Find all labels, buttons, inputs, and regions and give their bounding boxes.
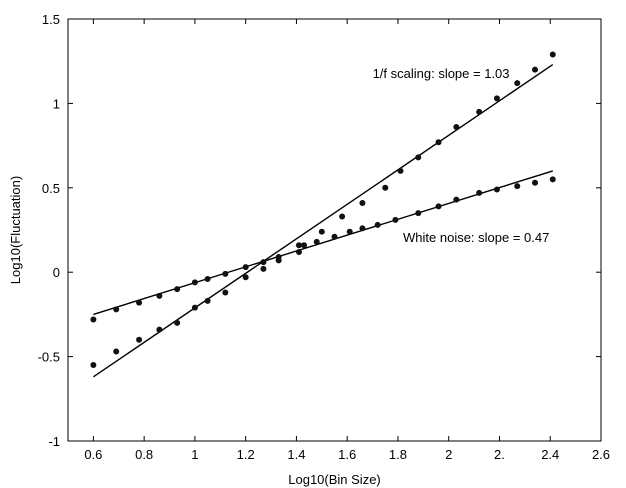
- data-point-series-2: [191, 279, 198, 286]
- data-point-series-1: [295, 242, 302, 249]
- data-point-series-2: [331, 233, 338, 240]
- plot-area: [67, 18, 602, 442]
- data-point-series-1: [532, 66, 539, 73]
- annotations-layer: 1/f scaling: slope = 1.03 White noise: s…: [373, 66, 550, 245]
- data-point-series-2: [415, 210, 422, 217]
- data-point-series-2: [313, 238, 320, 245]
- data-point-series-2: [222, 270, 229, 277]
- data-point-series-2: [275, 254, 282, 261]
- data-points-layer: [90, 51, 556, 369]
- ticks-layer: 0.6 0.8 1 1.2 1.4 1.6 1.8 2 2. 2.4 2.6 -1 -0.5 0 0.5 1 1…: [38, 12, 610, 462]
- x-axis-label: Log10(Bin Size): [288, 472, 381, 487]
- data-point-series-2: [532, 179, 539, 186]
- data-point-series-1: [435, 139, 442, 146]
- x-tick-label: 2.6: [592, 447, 610, 462]
- data-point-series-2: [90, 316, 97, 323]
- data-point-series-1: [514, 80, 521, 87]
- data-point-series-1: [242, 274, 249, 281]
- data-point-series-1: [90, 362, 97, 369]
- data-point-series-1: [382, 184, 389, 191]
- data-point-series-2: [174, 286, 181, 293]
- data-point-series-1: [156, 326, 163, 333]
- data-point-series-2: [549, 176, 556, 183]
- y-axis-label: Log10(Fluctuation): [8, 176, 23, 284]
- data-point-series-1: [339, 213, 346, 220]
- x-tick-label: 1.4: [287, 447, 305, 462]
- fit-line-series-2: [93, 170, 553, 316]
- data-point-series-2: [453, 196, 460, 203]
- data-point-series-1: [222, 289, 229, 296]
- x-tick-label: 2.4: [541, 447, 559, 462]
- data-point-series-1: [549, 51, 556, 58]
- x-tick-label: 0.8: [135, 447, 153, 462]
- data-point-series-2: [260, 259, 267, 266]
- y-tick-label: -1: [48, 434, 60, 449]
- y-tick-label: 0.5: [42, 181, 60, 196]
- data-point-series-1: [493, 95, 500, 102]
- data-point-series-2: [514, 183, 521, 190]
- x-tick-label: 1.6: [338, 447, 356, 462]
- x-tick-label: 2.: [494, 447, 505, 462]
- data-point-series-2: [346, 228, 353, 235]
- x-tick-label: 1.2: [237, 447, 255, 462]
- data-point-series-1: [260, 265, 267, 272]
- annotation-1f-scaling: 1/f scaling: slope = 1.03: [373, 66, 510, 81]
- y-tick-label: 0: [53, 265, 60, 280]
- data-point-series-1: [318, 228, 325, 235]
- x-tick-label: 0.6: [84, 447, 102, 462]
- data-point-series-1: [136, 336, 143, 343]
- data-point-series-1: [174, 319, 181, 326]
- data-point-series-2: [156, 292, 163, 299]
- data-point-series-1: [476, 108, 483, 115]
- x-tick-label: 1: [191, 447, 198, 462]
- x-tick-label: 2: [445, 447, 452, 462]
- y-tick-label: -0.5: [38, 350, 60, 365]
- data-point-series-2: [204, 275, 211, 282]
- y-tick-label: 1: [53, 96, 60, 111]
- data-point-series-1: [204, 297, 211, 304]
- fit-lines-layer: [92, 63, 554, 378]
- x-tick-label: 1.8: [389, 447, 407, 462]
- data-point-series-1: [191, 304, 198, 311]
- annotation-white-noise: White noise: slope = 0.47: [403, 230, 549, 245]
- data-point-series-2: [301, 242, 308, 249]
- data-point-series-2: [295, 248, 302, 255]
- data-point-series-2: [242, 264, 249, 271]
- data-point-series-2: [392, 216, 399, 223]
- data-point-series-1: [113, 348, 120, 355]
- data-point-series-2: [136, 299, 143, 306]
- data-point-series-1: [397, 167, 404, 174]
- data-point-series-1: [453, 124, 460, 131]
- data-point-series-2: [435, 203, 442, 210]
- data-point-series-2: [113, 306, 120, 313]
- fit-line-series-1: [92, 63, 554, 378]
- data-point-series-1: [415, 154, 422, 161]
- y-tick-label: 1.5: [42, 12, 60, 27]
- data-point-series-2: [359, 225, 366, 232]
- data-point-series-2: [493, 186, 500, 193]
- data-point-series-2: [476, 189, 483, 196]
- data-point-series-2: [374, 221, 381, 228]
- data-point-series-1: [359, 199, 366, 206]
